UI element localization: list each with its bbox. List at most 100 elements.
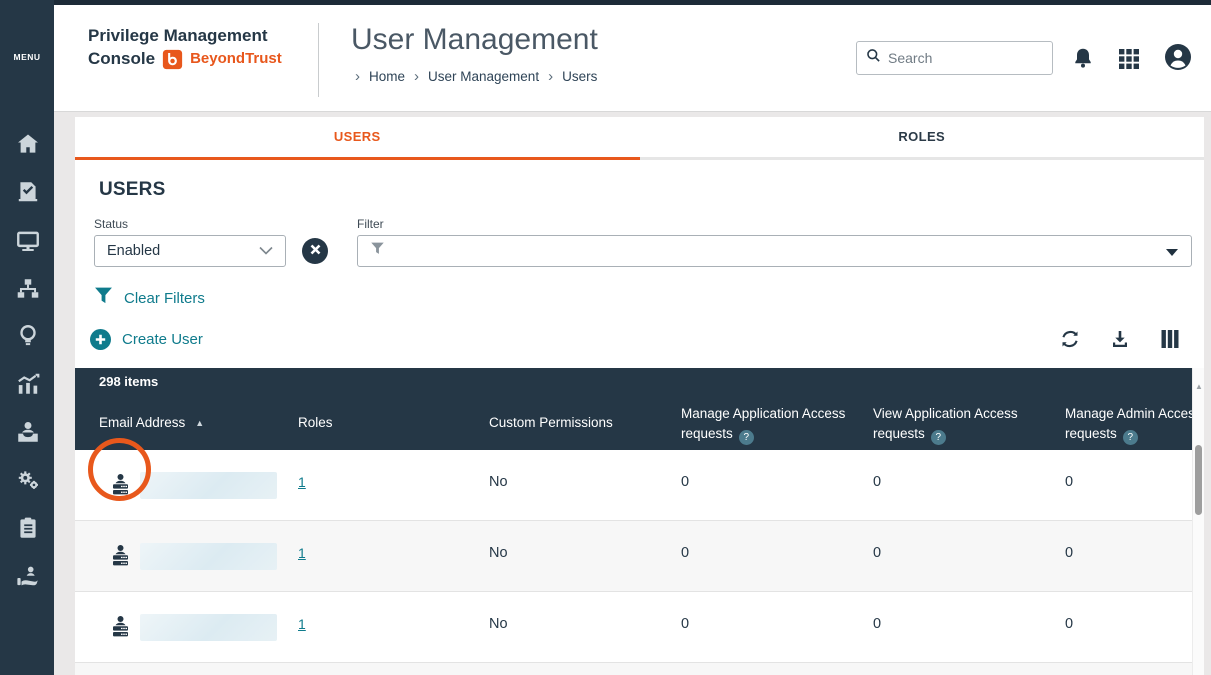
- menu-label: MENU: [13, 52, 41, 62]
- column-label: Custom Permissions: [489, 415, 613, 430]
- redacted-email: [140, 543, 277, 570]
- tab-bar: USERS ROLES: [75, 117, 1204, 160]
- column-label: View Application Access: [873, 406, 1018, 421]
- header-divider: [318, 23, 319, 97]
- brand-line2: Console: [88, 48, 156, 68]
- view-app-requests-value: 0: [873, 616, 882, 632]
- create-user-button[interactable]: Create User: [90, 329, 203, 350]
- column-header-email[interactable]: Email Address ▲: [99, 395, 204, 450]
- sidebar-item-user-requests[interactable]: [15, 419, 41, 445]
- filter-dropdown-caret-icon[interactable]: [1166, 249, 1178, 256]
- tab-users[interactable]: USERS: [75, 117, 640, 160]
- custom-permissions-value: No: [489, 545, 508, 561]
- sidebar-item-analytics[interactable]: [15, 371, 41, 397]
- hand-user-icon: [15, 566, 41, 593]
- home-icon: [15, 134, 41, 161]
- breadcrumb-chevron-icon: ›: [548, 68, 554, 85]
- column-label: Email Address: [99, 415, 186, 430]
- app-grid-button[interactable]: [1118, 48, 1140, 70]
- sidebar-item-policies[interactable]: [15, 179, 41, 205]
- account-button[interactable]: [1164, 43, 1192, 71]
- tab-roles[interactable]: ROLES: [639, 117, 1205, 160]
- column-header-manage-admin-requests[interactable]: Manage Admin Access requests?: [1065, 395, 1192, 450]
- section-title: USERS: [99, 179, 166, 200]
- column-header-custom-permissions[interactable]: Custom Permissions: [489, 395, 613, 450]
- clear-status-button[interactable]: [302, 238, 328, 264]
- status-label: Status: [94, 217, 129, 231]
- refresh-icon[interactable]: [1060, 329, 1080, 349]
- status-select-value: Enabled: [107, 243, 161, 259]
- beyondtrust-wordmark: BeyondTrust: [190, 50, 282, 68]
- breadcrumb-users[interactable]: Users: [562, 69, 598, 84]
- status-select[interactable]: Enabled: [94, 235, 286, 267]
- column-header-manage-app-requests[interactable]: Manage Application Access requests?: [681, 395, 869, 450]
- create-user-label: Create User: [122, 331, 203, 348]
- search-icon: [866, 48, 881, 68]
- redacted-email: [140, 614, 277, 641]
- table-row[interactable]: 1 No 0 0 0: [75, 521, 1192, 592]
- breadcrumb: › Home › User Management › Users: [355, 68, 597, 85]
- sidebar-nav: MENU: [0, 0, 54, 675]
- column-label: requests: [873, 425, 925, 441]
- clear-filters-button[interactable]: Clear Filters: [94, 286, 205, 310]
- table-header-row: Email Address ▲ Roles Custom Permissions…: [75, 395, 1192, 450]
- grid-icon: [1118, 49, 1140, 74]
- users-panel: USERS ROLES USERS Status Enabled Filter …: [75, 117, 1204, 675]
- help-icon[interactable]: ?: [1122, 430, 1138, 446]
- close-icon: [310, 242, 321, 260]
- roles-count-link[interactable]: 1: [298, 474, 306, 490]
- global-search: [856, 41, 1069, 75]
- column-header-view-app-requests[interactable]: View Application Access requests?: [873, 395, 1061, 450]
- monitor-icon: [15, 231, 41, 258]
- download-icon[interactable]: [1110, 329, 1130, 349]
- filter-input[interactable]: [357, 235, 1192, 267]
- column-label: Manage Admin Access: [1065, 406, 1192, 421]
- manage-app-requests-value: 0: [681, 616, 690, 632]
- filter-label: Filter: [357, 217, 384, 231]
- lightbulb-icon: [15, 325, 41, 353]
- sidebar-item-user-management[interactable]: [15, 563, 41, 589]
- sidebar-item-settings[interactable]: [15, 467, 41, 493]
- help-icon[interactable]: ?: [738, 430, 754, 446]
- manage-app-requests-value: 0: [681, 474, 690, 490]
- table-row[interactable]: 1 No 0 0 0: [75, 438, 1192, 521]
- scroll-up-arrow-icon[interactable]: ▲: [1195, 382, 1203, 391]
- sidebar-item-computers[interactable]: [15, 228, 41, 254]
- user-row-icon: [108, 615, 133, 640]
- users-table: 298 items Email Address ▲ Roles Custom P…: [75, 368, 1192, 675]
- columns-icon[interactable]: [1160, 329, 1180, 349]
- grid-toolbar: [1060, 329, 1180, 349]
- bell-icon: [1071, 48, 1095, 75]
- breadcrumb-chevron-icon: ›: [414, 68, 420, 85]
- sort-asc-icon[interactable]: ▲: [195, 417, 205, 428]
- user-row-icon: [108, 544, 133, 569]
- clipboard-icon: [15, 517, 41, 545]
- breadcrumb-chevron-icon: ›: [355, 68, 360, 85]
- search-input[interactable]: [888, 50, 1069, 66]
- sidebar-item-insights[interactable]: [15, 323, 41, 349]
- table-row[interactable]: 1 No 0 0 0: [75, 592, 1192, 663]
- user-inbox-icon: [15, 422, 41, 449]
- sidebar-item-computer-groups[interactable]: [15, 276, 41, 302]
- roles-count-link[interactable]: 1: [298, 545, 306, 561]
- redacted-email: [140, 472, 277, 499]
- clear-filters-label: Clear Filters: [124, 289, 205, 307]
- column-header-roles[interactable]: Roles: [298, 395, 333, 450]
- sidebar-item-tasks[interactable]: [15, 515, 41, 541]
- help-icon[interactable]: ?: [930, 430, 946, 446]
- brand-block: Privilege Management Console BeyondTrust: [88, 25, 282, 71]
- scrollbar-thumb[interactable]: [1195, 445, 1202, 515]
- custom-permissions-value: No: [489, 616, 508, 632]
- table-row-partial: [75, 663, 1192, 675]
- breadcrumb-user-management[interactable]: User Management: [428, 69, 540, 84]
- manage-admin-requests-value: 0: [1065, 616, 1074, 632]
- notifications-button[interactable]: [1071, 45, 1095, 71]
- view-app-requests-value: 0: [873, 474, 882, 490]
- breadcrumb-home[interactable]: Home: [369, 69, 406, 84]
- plus-circle-icon: [90, 329, 111, 350]
- sidebar-item-home[interactable]: [15, 131, 41, 157]
- beyondtrust-logo-icon: [162, 49, 183, 70]
- roles-count-link[interactable]: 1: [298, 616, 306, 632]
- menu-button[interactable]: MENU: [0, 32, 54, 62]
